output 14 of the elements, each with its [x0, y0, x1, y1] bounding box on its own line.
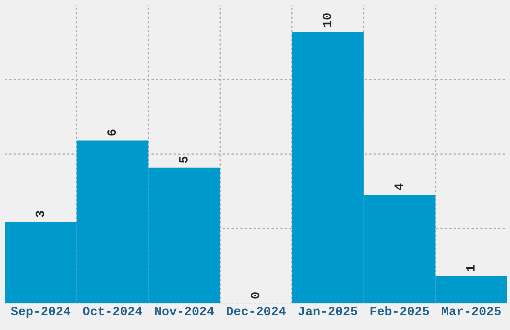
x-tick-label: Jan-2025: [298, 307, 358, 316]
x-tick-label: Dec-2024: [227, 307, 286, 316]
x-tick-label: Feb-2025: [370, 306, 430, 316]
data-label: 6: [108, 130, 116, 136]
data-label: 10: [322, 14, 332, 28]
x-tick-label: Sep-2024: [11, 307, 71, 318]
data-label: 0: [251, 292, 260, 299]
data-label: 1: [466, 265, 475, 272]
data-label: 3: [36, 211, 44, 218]
x-tick-label: Nov-2024: [155, 307, 214, 316]
x-tick-label: Mar-2025: [442, 307, 501, 316]
x-tick-label: Oct-2024: [83, 307, 142, 316]
data-label: 5: [180, 156, 188, 164]
data-label: 4: [394, 184, 404, 190]
